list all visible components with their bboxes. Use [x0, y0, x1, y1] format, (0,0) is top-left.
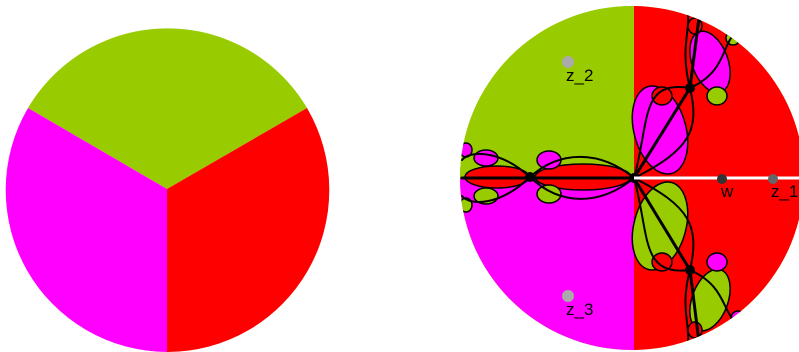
point-w	[717, 174, 727, 184]
lobe	[536, 184, 562, 204]
left-disk	[5, 28, 330, 352]
label-z3: z_3	[566, 300, 593, 319]
label-w: w	[720, 182, 734, 201]
lobe	[651, 86, 673, 106]
green-sector	[28, 28, 307, 189]
julia-node	[685, 265, 695, 275]
lobe	[687, 321, 703, 339]
magenta-sector	[5, 108, 168, 352]
lobe	[473, 149, 499, 167]
lobe	[706, 252, 728, 272]
lobe	[651, 252, 673, 272]
point-z2	[562, 56, 574, 68]
label-z1: z_1	[771, 182, 798, 201]
point-z1	[768, 174, 778, 184]
points: z_1 z_2 z_3 w	[562, 56, 798, 319]
julia-node	[525, 172, 535, 182]
label-z2: z_2	[566, 66, 593, 85]
lobe	[706, 86, 728, 106]
julia-node	[685, 83, 695, 93]
red-sector	[167, 108, 330, 352]
point-z3	[562, 290, 574, 302]
right-disk	[460, 6, 799, 350]
lobe	[730, 310, 746, 326]
